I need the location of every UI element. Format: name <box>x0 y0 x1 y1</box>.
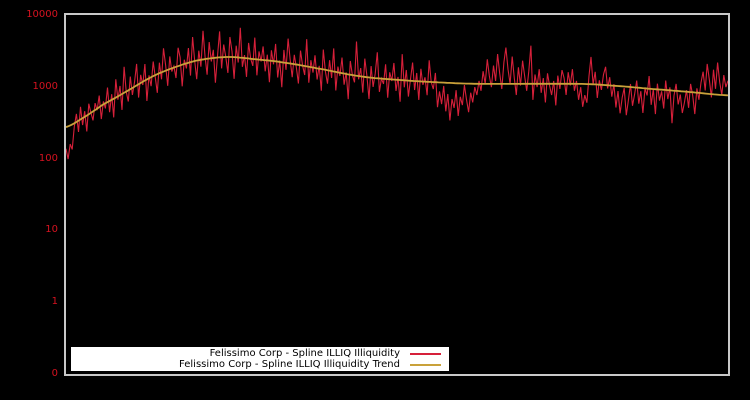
legend: Felissimo Corp - Spline ILLIQ Illiquidit… <box>71 347 449 371</box>
y-tick-label: 1 <box>51 296 58 308</box>
series-line-illiquidity <box>66 27 728 160</box>
plot-area <box>66 27 728 160</box>
y-tick-label: 10000 <box>26 9 58 20</box>
series-line-trend <box>66 56 728 128</box>
y-tick-label: 10 <box>45 224 58 236</box>
legend-item-trend: Felissimo Corp - Spline ILLIQ Illiquidit… <box>71 359 449 370</box>
legend-line-sample-illiquidity <box>410 352 441 355</box>
y-tick-label: 0 <box>51 368 58 379</box>
legend-line-sample-trend <box>410 363 441 366</box>
plot-border <box>64 13 730 376</box>
y-tick-label: 100 <box>38 152 58 164</box>
y-tick-label: 1000 <box>32 80 58 92</box>
legend-label-trend: Felissimo Corp - Spline ILLIQ Illiquidit… <box>179 359 400 370</box>
legend-item-illiquidity: Felissimo Corp - Spline ILLIQ Illiquidit… <box>71 348 449 359</box>
legend-label-illiquidity: Felissimo Corp - Spline ILLIQ Illiquidit… <box>209 348 400 359</box>
